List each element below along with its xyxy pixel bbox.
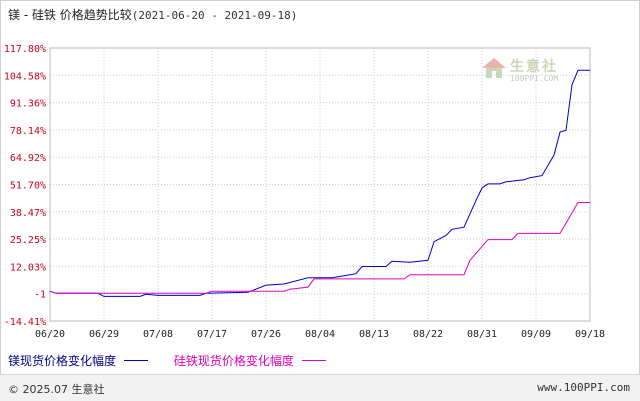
line-chart: 117.80% 104.58% 91.36% 78.14% 64.92% 51.70% 38…: [4, 44, 605, 340]
chart-grid: [49, 47, 591, 322]
series-line-1: [49, 69, 590, 297]
y-tick-label: -14.41%: [4, 317, 46, 328]
x-tick-label: 08/13: [359, 329, 389, 340]
house-logo-icon: [482, 58, 506, 78]
legend-swatch-series-2: [301, 360, 326, 361]
x-tick-label: 06/29: [89, 329, 119, 340]
y-tick-label: 64.92%: [10, 153, 46, 164]
y-tick-label: 51.70%: [10, 181, 46, 192]
y-tick-label: 78.14%: [10, 126, 46, 137]
legend-swatch-series-1: [124, 360, 149, 361]
y-tick-label: 12.03%: [10, 262, 46, 273]
x-axis-ticks: 06/20 06/29 07/08 07/17 07/26 08/04 08/13 08/22…: [35, 329, 605, 340]
x-tick-label: 09/18: [575, 329, 605, 340]
y-tick-label: -1: [34, 290, 46, 301]
y-tick-label: 104.58%: [4, 71, 46, 82]
x-tick-label: 08/22: [413, 329, 443, 340]
x-tick-label: 07/26: [251, 329, 281, 340]
chart-date-range: (2021-06-20 - 2021-09-18): [131, 9, 298, 22]
watermark: 生意社 100PPI.COM: [480, 56, 558, 84]
x-tick-label: 08/31: [467, 329, 497, 340]
watermark-brand: 生意社: [510, 59, 558, 75]
y-tick-label: 91.36%: [10, 99, 46, 110]
legend-label-series-2: 硅铁现货价格变化幅度: [173, 354, 294, 368]
legend-item-series-1: 镁现货价格变化幅度: [8, 352, 149, 369]
series-line-2: [49, 202, 590, 294]
x-tick-label: 07/17: [197, 329, 227, 340]
legend-item-series-2: 硅铁现货价格变化幅度: [174, 352, 326, 369]
chart-title: 镁 - 硅铁 价格趋势比较(2021-06-20 - 2021-09-18): [8, 6, 297, 23]
x-tick-label: 07/08: [143, 329, 173, 340]
x-tick-label: 08/04: [305, 329, 335, 340]
footer-site-link[interactable]: www.100PPI.com: [537, 381, 630, 394]
x-tick-label: 09/09: [521, 329, 551, 340]
footer-copyright: © 2025.07 生意社: [8, 383, 105, 396]
y-tick-label: 38.47%: [10, 208, 46, 219]
x-tick-label: 06/20: [35, 329, 65, 340]
chart-title-text: 镁 - 硅铁 价格趋势比较: [8, 8, 132, 22]
footer-bar: © 2025.07 生意社 www.100PPI.com: [0, 374, 640, 401]
y-tick-label: 117.80%: [4, 44, 46, 55]
y-axis-ticks: 117.80% 104.58% 91.36% 78.14% 64.92% 51.70% 38…: [4, 44, 46, 328]
legend-label-series-1: 镁现货价格变化幅度: [8, 354, 117, 368]
y-tick-label: 25.25%: [10, 235, 46, 246]
watermark-url: 100PPI.COM: [510, 74, 559, 83]
plot-area-border: [49, 47, 591, 322]
chart-series: [49, 69, 590, 297]
chart-legend: 镁现货价格变化幅度 硅铁现货价格变化幅度: [8, 352, 348, 369]
